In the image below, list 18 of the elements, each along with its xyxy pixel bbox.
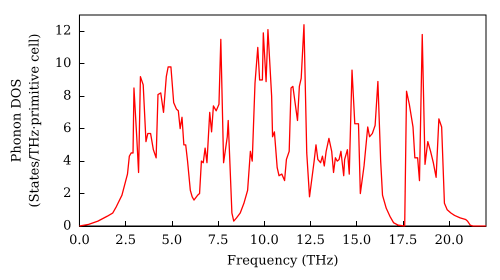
- y-tick-label: 8: [63, 88, 72, 104]
- y-tick-label: 2: [63, 186, 72, 202]
- y-tick-label: 6: [63, 121, 72, 136]
- x-tick-label: 15.0: [342, 233, 372, 248]
- x-tick-label: 20.0: [434, 233, 464, 248]
- y-tick-label: 10: [54, 56, 72, 72]
- x-axis-title: Frequency (THz): [226, 253, 338, 268]
- x-tick-label: 2.5: [115, 233, 136, 248]
- y-tick-label: 4: [63, 154, 72, 169]
- y-axis-title: Phonon DOS (States/THz·primitive cell): [10, 33, 42, 208]
- x-tick-label: 5.0: [162, 233, 182, 248]
- x-tick-label: 10.0: [250, 233, 279, 248]
- y-tick-label: 0: [63, 218, 72, 234]
- y-tick-label: 12: [54, 24, 72, 39]
- x-tick-label: 7.5: [208, 233, 228, 248]
- x-tick-label: 17.5: [388, 233, 418, 248]
- x-tick-label: 0.0: [69, 233, 90, 248]
- x-tick-label: 12.5: [296, 233, 325, 248]
